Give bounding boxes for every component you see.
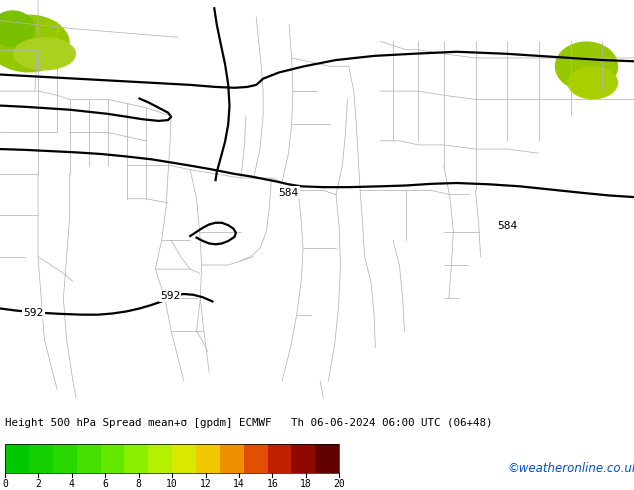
Bar bbox=[29, 444, 53, 473]
Bar bbox=[53, 444, 77, 473]
Text: 18: 18 bbox=[300, 479, 312, 489]
Bar bbox=[77, 444, 101, 473]
Ellipse shape bbox=[13, 37, 76, 71]
Bar bbox=[220, 444, 243, 473]
Ellipse shape bbox=[555, 42, 618, 91]
Text: 6: 6 bbox=[102, 479, 108, 489]
Text: 14: 14 bbox=[233, 479, 245, 489]
Ellipse shape bbox=[0, 15, 70, 73]
Text: 10: 10 bbox=[166, 479, 178, 489]
Bar bbox=[172, 444, 196, 473]
Bar bbox=[5, 444, 339, 473]
Text: ©weatheronline.co.uk: ©weatheronline.co.uk bbox=[507, 462, 634, 475]
Text: 584: 584 bbox=[278, 188, 299, 197]
Text: 8: 8 bbox=[136, 479, 141, 489]
Text: 16: 16 bbox=[266, 479, 278, 489]
Ellipse shape bbox=[0, 10, 35, 48]
Bar bbox=[268, 444, 292, 473]
Bar bbox=[315, 444, 339, 473]
Text: Height 500 hPa Spread mean+σ [gpdm] ECMWF   Th 06-06-2024 06:00 UTC (06+48): Height 500 hPa Spread mean+σ [gpdm] ECMW… bbox=[5, 418, 493, 428]
Bar bbox=[124, 444, 148, 473]
Text: 12: 12 bbox=[200, 479, 211, 489]
Bar bbox=[196, 444, 220, 473]
Text: 0: 0 bbox=[2, 479, 8, 489]
Text: 592: 592 bbox=[160, 291, 180, 301]
Bar bbox=[5, 444, 29, 473]
Ellipse shape bbox=[567, 66, 618, 99]
Text: 592: 592 bbox=[23, 308, 44, 318]
Bar bbox=[101, 444, 124, 473]
Bar bbox=[243, 444, 268, 473]
Text: 584: 584 bbox=[497, 220, 517, 231]
Text: 4: 4 bbox=[69, 479, 75, 489]
Bar bbox=[292, 444, 315, 473]
Bar bbox=[148, 444, 172, 473]
Text: 20: 20 bbox=[333, 479, 345, 489]
Text: 2: 2 bbox=[36, 479, 41, 489]
